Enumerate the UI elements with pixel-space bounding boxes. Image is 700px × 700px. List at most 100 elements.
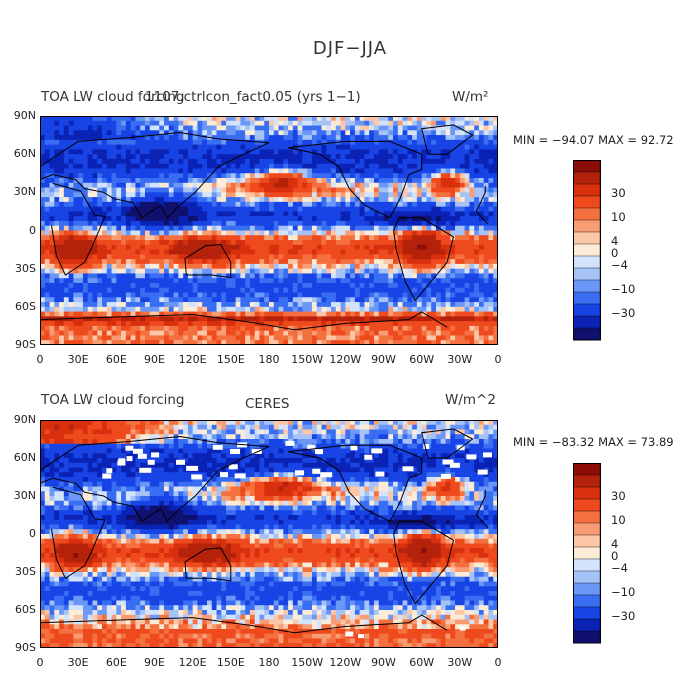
field-cell: [82, 263, 89, 270]
field-cell: [416, 139, 423, 146]
field-cell: [435, 130, 442, 136]
field-cell: [116, 154, 122, 160]
field-cell: [359, 139, 366, 146]
field-cell: [192, 259, 199, 265]
field-cell: [278, 325, 284, 332]
field-cell: [445, 163, 451, 170]
field-cell: [40, 116, 46, 122]
field-cell: [316, 120, 323, 127]
field-cell: [192, 135, 199, 141]
field-cell: [144, 302, 151, 308]
field-cell: [393, 249, 399, 255]
field-cell: [116, 340, 122, 345]
field-cell: [345, 254, 351, 260]
field-cell: [297, 321, 303, 327]
field-cell: [302, 144, 308, 150]
field-cell: [488, 268, 494, 275]
field-cell: [111, 240, 117, 246]
field-cell: [469, 254, 475, 260]
field-cell: [488, 335, 494, 341]
field-cell: [340, 240, 346, 246]
field-cell: [168, 424, 175, 431]
field-cell: [254, 116, 261, 122]
field-cell: [226, 125, 232, 131]
field-cell: [249, 168, 256, 174]
field-cell: [92, 206, 98, 213]
field-cell: [259, 225, 265, 232]
field-cell: [149, 206, 156, 213]
field-cell: [273, 182, 280, 189]
field-cell: [54, 187, 60, 193]
field-cell: [307, 130, 313, 136]
field-cell: [226, 306, 232, 313]
field-cell: [68, 424, 74, 431]
field-cell: [249, 216, 256, 222]
field-cell: [311, 311, 318, 317]
field-cell: [464, 311, 470, 317]
field-cell: [359, 116, 366, 122]
field-cell: [273, 244, 280, 251]
field-cell: [164, 220, 170, 227]
field-cell: [421, 235, 428, 241]
field-cell: [235, 235, 241, 241]
field-cell: [245, 424, 251, 431]
field-cell: [63, 292, 70, 298]
field-cell: [140, 192, 146, 198]
field-cell: [206, 240, 213, 246]
field-cell: [316, 311, 323, 317]
field-cell: [97, 235, 103, 241]
field-cell: [249, 173, 256, 179]
field-cell: [478, 201, 485, 208]
field-cell: [82, 206, 89, 213]
field-cell: [202, 287, 208, 294]
field-cell: [116, 254, 122, 260]
field-cell: [140, 335, 146, 341]
field-cell: [97, 297, 103, 303]
field-cell: [278, 429, 284, 435]
field-cell: [106, 144, 113, 150]
field-cell: [397, 220, 404, 227]
field-cell: [402, 163, 408, 170]
field-cell: [154, 173, 160, 179]
field-cell: [221, 120, 227, 127]
field-cell: [407, 268, 413, 275]
field-cell: [373, 278, 380, 284]
field-cell: [350, 424, 356, 431]
field-cell: [102, 420, 108, 426]
field-cell: [407, 182, 413, 189]
field-cell: [378, 316, 385, 322]
field-cell: [402, 268, 408, 275]
field-cell: [302, 259, 308, 265]
field-cell: [173, 311, 179, 317]
field-cell: [121, 325, 127, 332]
field-cell: [116, 178, 122, 184]
field-cell: [292, 434, 299, 440]
field-cell: [431, 173, 437, 179]
field-cell: [292, 163, 299, 170]
field-cell: [40, 125, 46, 131]
field-cell: [259, 163, 265, 170]
field-cell: [149, 158, 156, 165]
field-cell: [154, 254, 160, 260]
field-cell: [426, 282, 432, 289]
field-cell: [383, 130, 389, 136]
field-cell: [469, 216, 475, 222]
field-cell: [292, 173, 299, 179]
field-cell: [307, 225, 313, 232]
field-cell: [68, 292, 74, 298]
field-cell: [135, 340, 141, 345]
field-cell: [464, 330, 470, 337]
field-cell: [474, 259, 480, 265]
field-cell: [350, 192, 356, 198]
field-cell: [159, 306, 165, 313]
field-cell: [345, 429, 351, 435]
field-cell: [393, 316, 399, 322]
field-cell: [87, 135, 94, 141]
field-cell: [288, 429, 294, 435]
field-cell: [264, 225, 270, 232]
field-cell: [87, 192, 94, 198]
field-cell: [269, 340, 275, 345]
field-cell: [78, 201, 84, 208]
field-cell: [116, 335, 122, 341]
field-cell: [82, 321, 89, 327]
